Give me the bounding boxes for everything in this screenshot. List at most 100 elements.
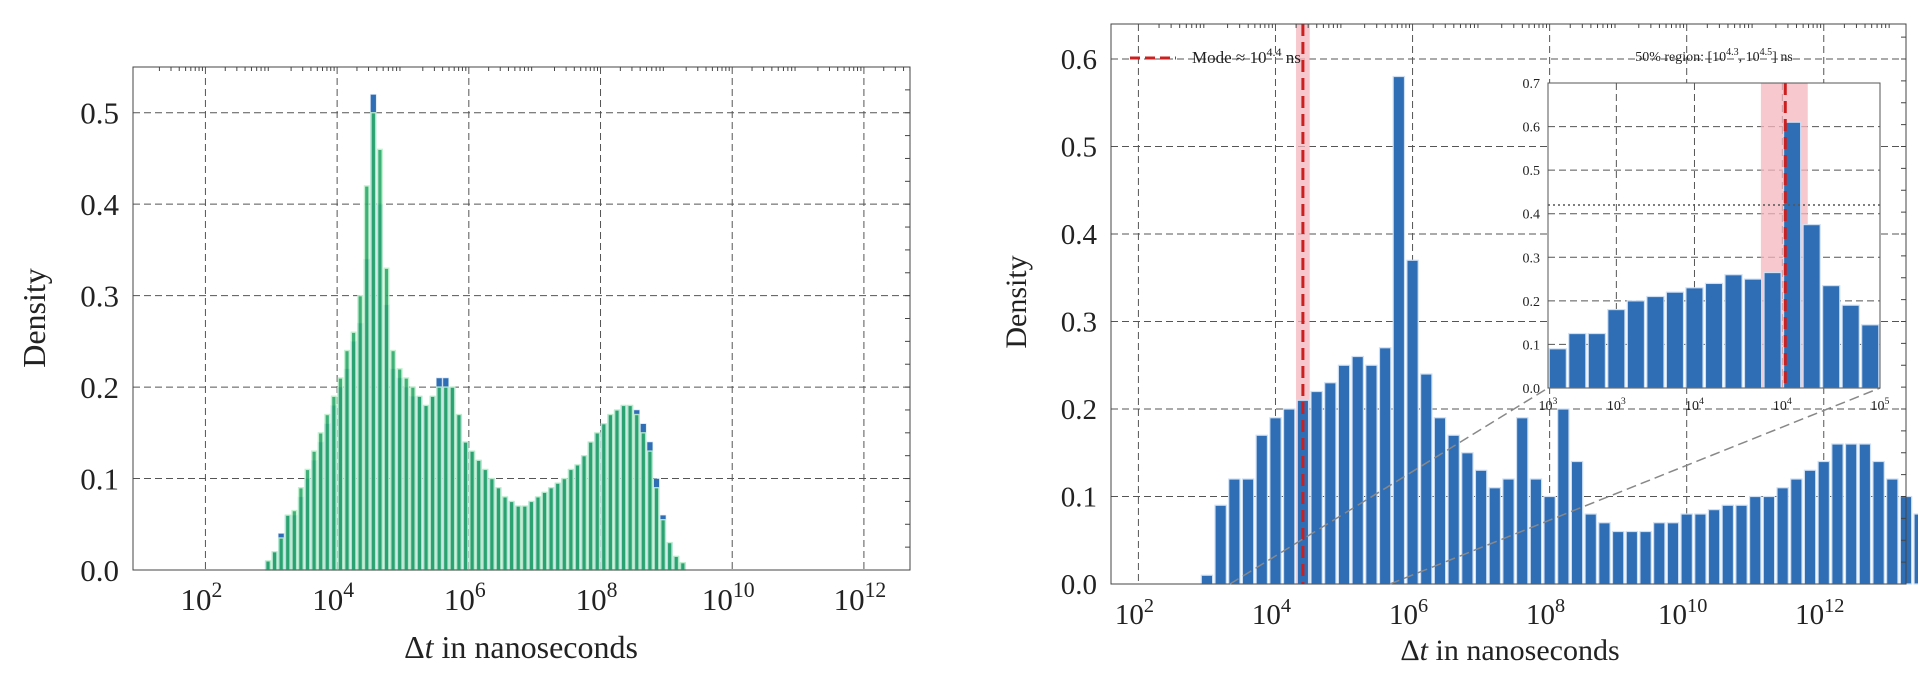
- inset-x-tick-label: 105: [1871, 396, 1890, 414]
- right-bar: [1488, 487, 1502, 585]
- left-bar-series2: [502, 496, 509, 571]
- right-bar: [1886, 478, 1899, 585]
- right-bar: [1228, 478, 1241, 585]
- left-bar-series2: [278, 537, 285, 571]
- left-bar-series2: [561, 477, 568, 571]
- left-y-tick-labels: 0.0 0.1 0.2 0.3 0.4 0.5: [80, 96, 119, 588]
- right-bar: [1694, 513, 1707, 585]
- right-bar: [1461, 452, 1474, 585]
- left-bar-series2: [429, 395, 436, 571]
- right-bar: [1913, 513, 1918, 585]
- left-bar-series2: [673, 555, 680, 571]
- right-bar: [1707, 509, 1721, 585]
- left-x-tick-labels: 102 104 106 108 1010 1012: [181, 578, 887, 617]
- left-bar-series2: [508, 500, 515, 571]
- left-y-tick-label: 0.2: [80, 370, 119, 405]
- left-bar-series2: [304, 468, 311, 571]
- left-bar-series2: [409, 386, 416, 571]
- left-bar-series2: [376, 148, 383, 571]
- left-x-tick-label: 1012: [834, 578, 887, 617]
- right-x-tick-label: 1012: [1795, 595, 1844, 631]
- inset-bar: [1724, 274, 1743, 389]
- inset-bar: [1822, 285, 1841, 389]
- left-bar-series2: [324, 413, 331, 571]
- inset-x-tick-label: 104: [1773, 396, 1792, 414]
- left-bar-series2: [660, 519, 667, 571]
- right-bar: [1639, 530, 1652, 585]
- left-bar-series2: [627, 404, 634, 571]
- connector-line-left: [1229, 387, 1549, 585]
- right-bar: [1666, 522, 1680, 585]
- inset-chart: 0.0 0.1 0.2 0.3 0.4 0.5 0.6 0.7 103 103 104 104 105…: [1523, 47, 1890, 414]
- left-x-tick-label: 1010: [702, 578, 755, 617]
- right-bar: [1721, 504, 1735, 585]
- left-bar-series2: [554, 482, 561, 571]
- right-x-tick-labels: 102 104 106 108 1010 1012: [1115, 595, 1845, 631]
- inset-bar: [1626, 300, 1646, 389]
- left-bar-series2: [646, 450, 653, 571]
- right-x-tick-label: 108: [1526, 595, 1565, 631]
- right-bar: [1817, 460, 1831, 585]
- left-x-axis-label: Δt in nanoseconds: [404, 629, 638, 665]
- right-bar: [1502, 478, 1515, 585]
- right-bar: [1735, 504, 1748, 585]
- left-bar-series2: [640, 432, 647, 571]
- left-bar-series2: [442, 386, 449, 571]
- left-y-tick-label: 0.5: [80, 96, 119, 131]
- right-bar: [1844, 443, 1858, 585]
- left-chart: 0.00.10.20.30.40.5 102 104 106 108 1010 1012 …: [16, 66, 911, 665]
- right-bar: [1543, 495, 1556, 585]
- left-bar-series2: [574, 464, 581, 571]
- left-bar-series2: [469, 450, 476, 571]
- left-bar-series2: [436, 386, 443, 571]
- right-bar: [1762, 495, 1776, 585]
- legend-mode-label: Mode ≈ 104.4 ns: [1192, 45, 1301, 67]
- left-bar-series2: [620, 404, 627, 571]
- left-bar-series2: [600, 422, 607, 571]
- left-plot-frame: [132, 66, 911, 571]
- left-bar-series2: [344, 349, 350, 571]
- left-bar-series2: [653, 486, 660, 571]
- left-bar-series2: [515, 505, 522, 571]
- right-bar: [1680, 513, 1693, 585]
- inset-bar: [1743, 278, 1763, 389]
- left-bar-series2: [495, 486, 502, 571]
- inset-y-tick-label: 0.0: [1523, 382, 1541, 397]
- left-bar-series2: [567, 468, 574, 571]
- left-bars-front: [264, 112, 686, 571]
- left-bar-series2: [679, 561, 686, 571]
- left-bar-series2: [271, 551, 278, 571]
- right-bar: [1515, 417, 1529, 585]
- left-bar-series2: [264, 560, 271, 571]
- left-bar-series2: [475, 459, 482, 571]
- right-bar: [1474, 469, 1488, 585]
- left-bar-series2: [330, 395, 337, 571]
- left-bar-series2: [337, 377, 344, 571]
- right-y-tick-labels: 0.0 0.1 0.2 0.3 0.4 0.5 0.6: [1061, 44, 1098, 601]
- right-bar: [1625, 530, 1639, 585]
- inset-bar: [1861, 324, 1880, 389]
- left-bar-series2: [462, 441, 469, 571]
- right-bar: [1351, 355, 1364, 585]
- connector-line-right: [1389, 387, 1881, 585]
- right-x-tick-label: 104: [1252, 595, 1291, 631]
- left-bar-series2: [416, 395, 423, 571]
- left-bar-series2: [587, 441, 594, 571]
- right-chart: 0.00.10.20.30.40.50.6 102 104 106 108 1010 10…: [1000, 23, 1918, 667]
- left-y-tick-label: 0.1: [80, 462, 119, 497]
- inset-bar: [1802, 224, 1821, 389]
- inset-bar: [1685, 287, 1704, 389]
- inset-y-tick-label: 0.5: [1523, 164, 1541, 179]
- left-bar-series2: [317, 432, 324, 571]
- inset-bar: [1704, 282, 1724, 389]
- right-x-axis-label: Δt in nanoseconds: [1400, 634, 1619, 667]
- left-grid: [133, 67, 910, 570]
- left-bar-series2: [297, 486, 304, 571]
- right-bar: [1310, 390, 1323, 585]
- left-y-tick-label: 0.4: [80, 187, 119, 222]
- left-x-tick-label: 102: [181, 578, 223, 617]
- right-bar: [1241, 478, 1255, 585]
- left-bar-series2: [607, 413, 614, 571]
- right-bar: [1255, 434, 1269, 585]
- right-y-tick-label: 0.3: [1061, 307, 1097, 339]
